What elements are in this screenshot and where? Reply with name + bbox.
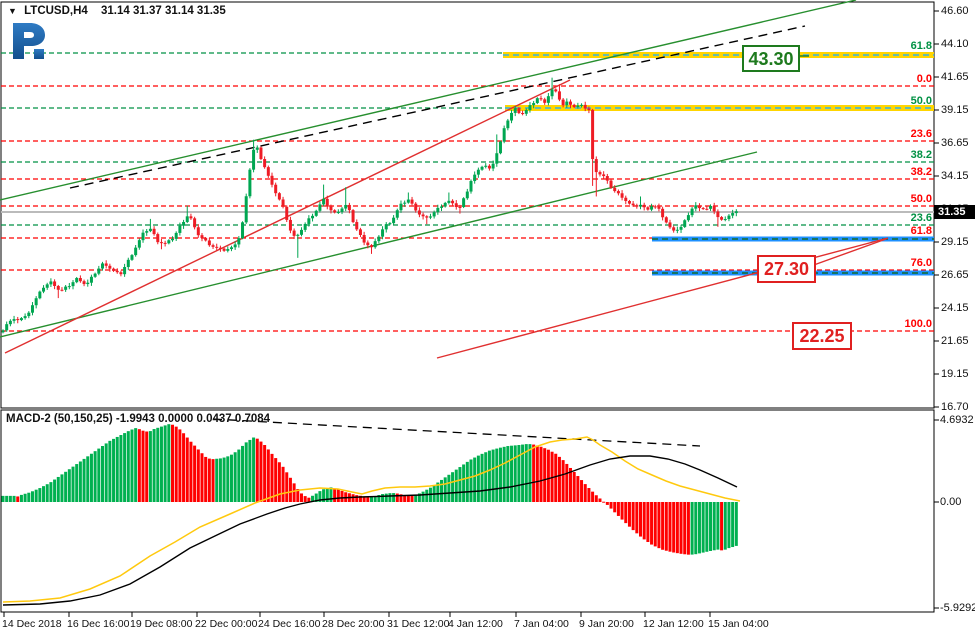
time-axis-label: 31 Dec 12:00 — [387, 618, 450, 630]
time-axis-label: 22 Dec 00:00 — [195, 618, 258, 630]
price-axis-label: 26.65 — [941, 269, 969, 281]
price-callout[interactable]: 27.30 — [757, 255, 816, 283]
price-axis-label: 29.15 — [941, 236, 969, 248]
price-axis-label: 39.15 — [941, 104, 969, 116]
fib-level-label: 61.8 — [910, 40, 932, 52]
time-axis-label: 19 Dec 08:00 — [130, 618, 193, 630]
price-axis-label: 16.70 — [941, 401, 969, 413]
fib-level-label: 23.6 — [910, 128, 932, 140]
fib-level-label: 100.0 — [904, 318, 932, 330]
macd-axis-label: 4.6932 — [940, 414, 974, 426]
price-axis-label: 36.65 — [941, 137, 969, 149]
broker-logo — [13, 23, 45, 59]
macd-axis-label: -5.9292 — [940, 602, 975, 614]
symbol-timeframe-label: LTCUSD,H4 — [24, 5, 88, 17]
price-callout[interactable]: 43.30 — [742, 45, 800, 72]
time-axis-label: 12 Jan 12:00 — [643, 618, 704, 630]
fib-level-label: 38.2 — [910, 149, 932, 161]
fib-level-label: 76.0 — [910, 257, 932, 269]
price-axis-label: 46.60 — [941, 5, 969, 17]
price-axis-label: 41.65 — [941, 71, 969, 83]
macd-axis-label: 0.00 — [940, 496, 962, 508]
current-price-tag: 31.35 — [934, 205, 975, 219]
time-axis-label: 9 Jan 20:00 — [579, 618, 634, 630]
ohlc-values-label: 31.14 31.37 31.14 31.35 — [101, 5, 226, 17]
price-axis-label: 19.15 — [941, 368, 969, 380]
time-axis-label: 28 Dec 20:00 — [322, 618, 385, 630]
time-axis-label: 14 Dec 2018 — [2, 618, 62, 630]
price-axis-label: 34.15 — [941, 170, 969, 182]
fib-level-label: 61.8 — [910, 225, 932, 237]
chart-title: ▼ LTCUSD,H4 31.14 31.37 31.14 31.35 — [8, 5, 226, 17]
fib-level-label: 50.0 — [910, 193, 932, 205]
fib-level-label: 38.2 — [910, 166, 932, 178]
candles-layer — [1, 77, 738, 334]
price-axis-label: 24.15 — [941, 302, 969, 314]
time-axis-label: 16 Dec 16:00 — [67, 618, 130, 630]
fib-level-label: 50.0 — [910, 95, 932, 107]
price-callout[interactable]: 22.25 — [792, 322, 852, 350]
symbol-marker-icon[interactable]: ▼ — [8, 6, 17, 16]
time-axis-label: 24 Dec 16:00 — [258, 618, 321, 630]
fib-level-label: 0.0 — [916, 73, 932, 85]
time-axis-label: 7 Jan 04:00 — [514, 618, 569, 630]
macd-indicator-label: MACD-2 (50,150,25) -1.9943 0.0000 0.0437… — [6, 413, 271, 425]
price-axis-label: 21.65 — [941, 335, 969, 347]
price-axis-label: 44.10 — [941, 38, 969, 50]
time-axis-label: 15 Jan 04:00 — [708, 618, 769, 630]
time-axis-label: 4 Jan 12:00 — [448, 618, 503, 630]
fib-level-label: 23.6 — [910, 212, 932, 224]
